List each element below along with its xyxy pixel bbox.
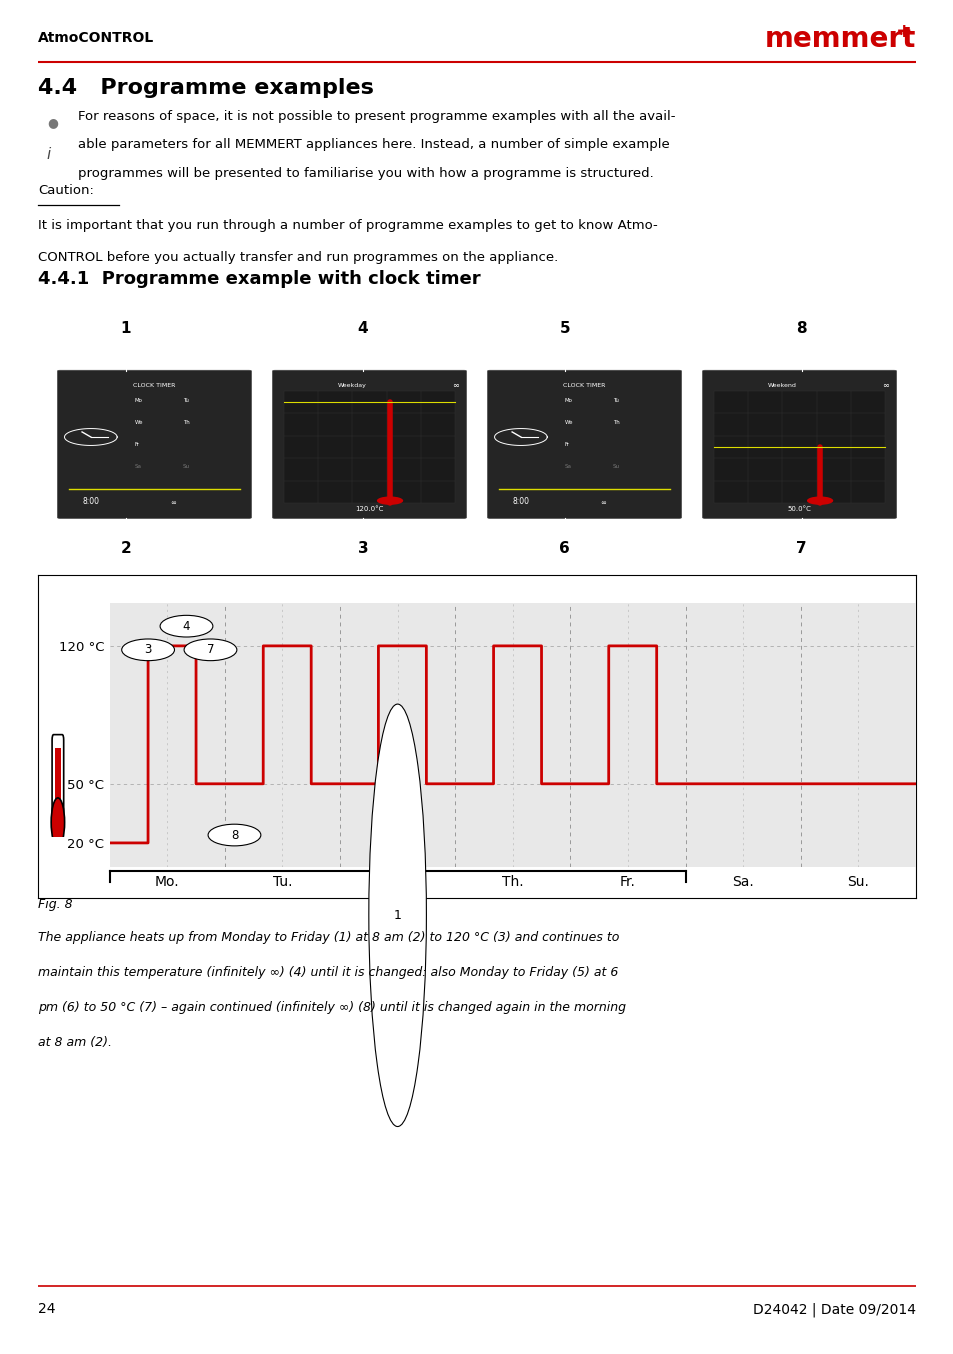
Circle shape [756,314,846,344]
Text: 6: 6 [558,542,570,556]
Text: Fr: Fr [564,441,569,447]
Bar [54,747,61,815]
FancyBboxPatch shape [273,370,466,519]
Text: Sa: Sa [134,464,142,468]
FancyBboxPatch shape [52,735,64,818]
Text: AtmoCONTROL: AtmoCONTROL [38,31,154,45]
Text: Caution:: Caution: [38,184,94,198]
Text: ∞: ∞ [170,500,175,506]
Text: Weekend: Weekend [767,383,796,387]
Text: 8: 8 [796,321,806,336]
Circle shape [160,615,213,636]
Text: Su: Su [183,464,190,468]
Circle shape [317,533,408,563]
Bar [713,391,884,504]
Text: Mo: Mo [134,398,143,403]
Text: 2: 2 [120,542,132,556]
Text: 8: 8 [231,829,238,842]
Text: The appliance heats up from Monday to Friday (1) at 8 am (2) to 120 °C (3) and c: The appliance heats up from Monday to Fr… [38,932,618,944]
Text: Tu: Tu [613,398,618,403]
Circle shape [80,533,172,563]
Text: 8:00: 8:00 [82,497,99,506]
Text: Tu: Tu [183,398,189,403]
Text: at 8 am (2).: at 8 am (2). [38,1036,112,1049]
Circle shape [317,314,408,344]
Text: +: + [895,22,911,41]
Circle shape [756,533,846,563]
Text: pm (6) to 50 °C (7) – again continued (infinitely ∞) (8) until it is changed aga: pm (6) to 50 °C (7) – again continued (i… [38,1001,625,1014]
Text: maintain this temperature (infinitely ∞) (4) until it is changed: also Monday to: maintain this temperature (infinitely ∞)… [38,965,618,979]
Text: 24: 24 [38,1303,55,1316]
Text: memmert: memmert [763,26,915,53]
Text: 4.4   Programme examples: 4.4 Programme examples [38,79,374,97]
Text: CLOCK TIMER: CLOCK TIMER [562,383,605,387]
Text: For reasons of space, it is not possible to present programme examples with all : For reasons of space, it is not possible… [77,110,675,123]
Text: ∞: ∞ [452,380,459,390]
Text: CLOCK TIMER: CLOCK TIMER [133,383,175,387]
Text: Th: Th [183,420,190,425]
Text: ∞: ∞ [882,380,888,390]
Text: We: We [564,420,573,425]
Text: 3: 3 [144,643,152,657]
Text: i: i [47,146,51,161]
Text: Fig. 8: Fig. 8 [38,898,72,911]
Circle shape [806,497,832,505]
Text: D24042 | Date 09/2014: D24042 | Date 09/2014 [752,1303,915,1316]
Circle shape [122,639,174,661]
Circle shape [208,825,260,846]
Text: 120.0°C: 120.0°C [355,506,383,512]
FancyBboxPatch shape [487,370,680,519]
Text: 4: 4 [357,321,368,336]
Text: 3: 3 [357,542,368,556]
Circle shape [80,314,172,344]
Circle shape [184,639,236,661]
Text: programmes will be presented to familiarise you with how a programme is structur: programmes will be presented to familiar… [77,167,653,180]
Text: 1: 1 [394,909,401,922]
Circle shape [518,533,610,563]
Text: 7: 7 [207,643,214,657]
Text: Su: Su [613,464,619,468]
Text: 4.4.1  Programme example with clock timer: 4.4.1 Programme example with clock timer [38,269,480,288]
Text: CONTROL before you actually transfer and run programmes on the appliance.: CONTROL before you actually transfer and… [38,250,558,264]
Text: It is important that you run through a number of programme examples to get to kn: It is important that you run through a n… [38,219,658,232]
Text: Mo: Mo [564,398,572,403]
Circle shape [369,704,426,1127]
Text: 7: 7 [796,542,806,556]
Bar [284,391,455,504]
Text: 5: 5 [558,321,570,336]
Text: able parameters for all MEMMERT appliances here. Instead, a number of simple exa: able parameters for all MEMMERT applianc… [77,138,669,152]
Text: Fr: Fr [134,441,139,447]
FancyBboxPatch shape [701,370,896,519]
Text: ●: ● [47,116,58,129]
Circle shape [518,314,610,344]
Text: We: We [134,420,143,425]
Circle shape [51,798,65,846]
Text: Th: Th [613,420,619,425]
Text: 50.0°C: 50.0°C [787,506,811,512]
Text: 4: 4 [183,620,190,632]
Text: ∞: ∞ [599,500,605,506]
Text: 8:00: 8:00 [512,497,529,506]
Text: Sa: Sa [564,464,571,468]
FancyBboxPatch shape [57,370,252,519]
Text: 1: 1 [120,321,132,336]
Circle shape [376,497,403,505]
Text: Weekday: Weekday [337,383,366,387]
